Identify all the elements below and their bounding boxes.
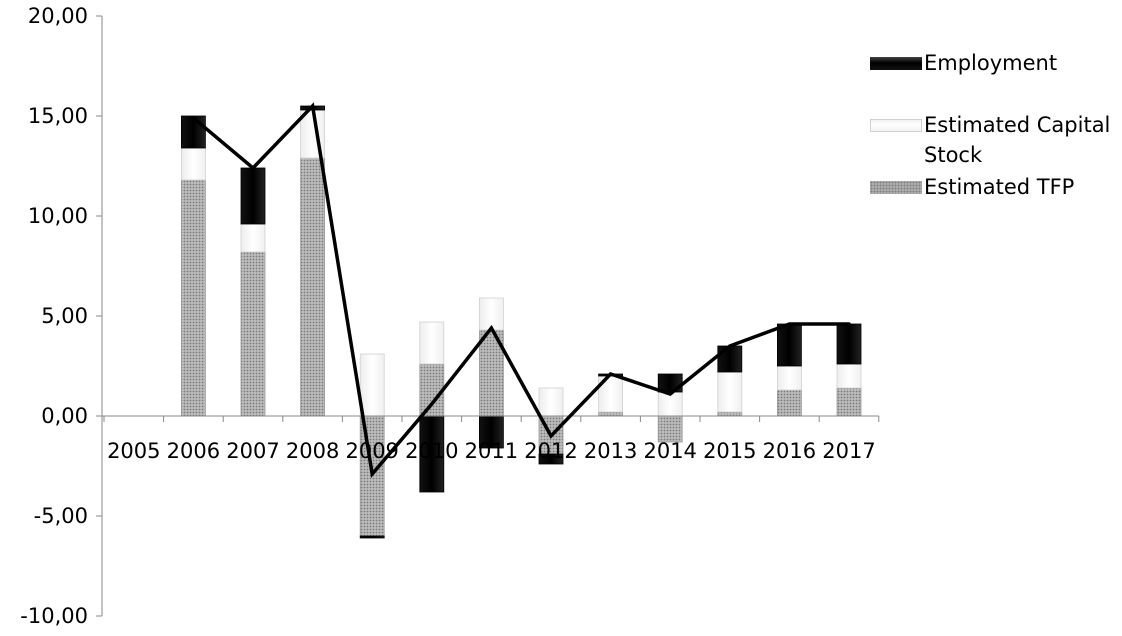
- x-tick-label-2015: 2015: [703, 439, 756, 463]
- x-tick-label-2008: 2008: [286, 439, 339, 463]
- bar-estimated-capital-stock-2009: [359, 353, 385, 417]
- x-tick-label-2016: 2016: [763, 439, 816, 463]
- bar-employment-2012: [538, 453, 564, 465]
- bar-estimated-tfp-2007: [240, 251, 266, 417]
- bar-estimated-tfp-2010: [419, 363, 445, 417]
- y-tick-label: 10,00: [28, 204, 88, 228]
- bar-estimated-tfp-2013: [598, 411, 623, 417]
- bar-estimated-capital-stock-2012: [538, 387, 564, 417]
- bar-estimated-capital-stock-2006: [180, 147, 206, 181]
- bar-estimated-tfp-2017: [836, 387, 862, 417]
- bar-employment-2007: [240, 167, 266, 225]
- bar-employment-2016: [777, 323, 802, 367]
- x-tick-label-2010: 2010: [405, 439, 458, 463]
- bar-employment-2006: [180, 115, 206, 149]
- y-tick-label: -10,00: [20, 604, 88, 628]
- x-tick-label-2012: 2012: [524, 439, 577, 463]
- x-tick-label-2007: 2007: [226, 439, 279, 463]
- bar-estimated-capital-stock-2007: [240, 223, 266, 253]
- bar-estimated-capital-stock-2017: [836, 363, 862, 389]
- x-axis: 2005 2006 2007 2008 2009 2010 2011 2012 2013 2014…: [102, 415, 880, 463]
- legend-item-tfp: Estimated TFP: [870, 172, 1074, 202]
- bar-estimated-tfp-2006: [180, 179, 206, 417]
- total-line: [191, 102, 851, 479]
- legend-label-employment: Employment: [924, 51, 1058, 75]
- bar-estimated-tfp-2016: [777, 389, 802, 417]
- y-tick-label: 20,00: [28, 4, 88, 28]
- y-axis: 20,00 15,00 10,00 5,00 0,00 -5,00 -10,00: [20, 4, 103, 628]
- y-tick-label: 15,00: [28, 104, 88, 128]
- legend-item-capital-stock: Estimated Capital Stock: [870, 110, 1115, 170]
- x-tick-label-2006: 2006: [167, 439, 220, 463]
- y-tick-label: 5,00: [41, 304, 88, 328]
- x-tick-label-2005: 2005: [107, 439, 160, 463]
- x-tick-label-2011: 2011: [465, 439, 518, 463]
- bar-employment-2015: [717, 345, 743, 373]
- bar-estimated-capital-stock-2010: [419, 321, 445, 365]
- bar-estimated-tfp-2008: [300, 157, 326, 417]
- legend-label-tfp: Estimated TFP: [924, 175, 1075, 199]
- bar-estimated-tfp-2015: [717, 411, 743, 417]
- legend-item-employment: Employment: [870, 48, 1057, 78]
- legend-swatch-capital-stock: [870, 119, 922, 132]
- bar-employment-2017: [836, 323, 862, 365]
- legend-swatch-tfp: [870, 181, 922, 194]
- y-tick-label: -5,00: [34, 504, 88, 528]
- bars: [180, 105, 862, 539]
- bar-estimated-capital-stock-2015: [717, 371, 743, 413]
- legend-label-capital-stock: Estimated Capital Stock: [924, 113, 1111, 167]
- x-tick-label-2014: 2014: [643, 439, 696, 463]
- bar-employment-2010: [419, 415, 445, 493]
- x-tick-label-2013: 2013: [584, 439, 637, 463]
- legend-swatch-employment: [870, 57, 922, 70]
- bar-estimated-capital-stock-2016: [777, 365, 802, 391]
- x-tick-label-2017: 2017: [822, 439, 875, 463]
- bar-estimated-tfp-2014: [657, 415, 683, 443]
- y-tick-label: 0,00: [41, 404, 88, 428]
- bar-employment-2011: [478, 415, 504, 449]
- bar-employment-2009: [359, 535, 385, 539]
- bar-estimated-capital-stock-2011: [478, 297, 504, 331]
- total-line-layer: [191, 102, 851, 479]
